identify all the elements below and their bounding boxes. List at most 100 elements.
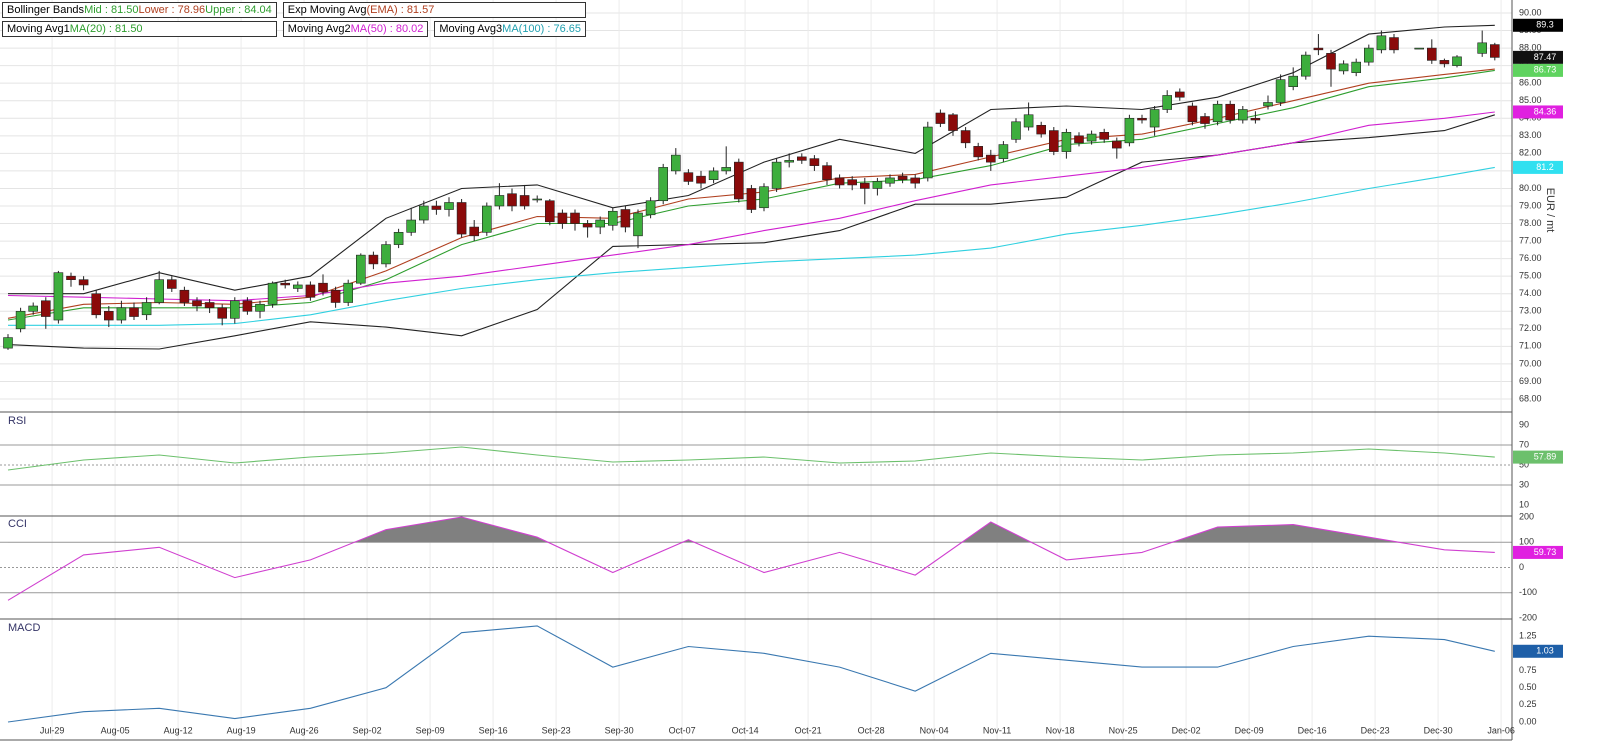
x-tick-label: Dec-23	[1361, 725, 1390, 735]
candle-body	[444, 202, 454, 210]
candle-body	[1288, 75, 1298, 87]
candle-body	[53, 272, 64, 321]
candle-body	[683, 172, 694, 182]
candle-body	[771, 161, 782, 189]
candle-body	[1137, 117, 1147, 121]
candle-body	[1452, 56, 1462, 66]
y-tick-label: 90.00	[1519, 7, 1542, 17]
candle-body	[834, 177, 845, 186]
candle-body	[343, 282, 354, 303]
candle-body	[519, 195, 530, 207]
candle-body	[292, 284, 303, 289]
value-tag-label: 1.03	[1536, 646, 1554, 656]
candle-body	[1477, 42, 1487, 54]
candle-body	[557, 212, 568, 224]
x-tick-label: Aug-26	[290, 725, 319, 735]
candle-body	[922, 126, 933, 179]
candle-body	[1086, 133, 1097, 142]
candle-body	[255, 303, 265, 312]
candle-body	[129, 307, 139, 317]
x-tick-label: Dec-30	[1424, 725, 1453, 735]
candle-body	[1036, 124, 1046, 135]
candle-body	[507, 193, 517, 207]
y-tick-label: 200	[1519, 511, 1534, 521]
indicator-line	[8, 166, 1495, 326]
x-tick-label: Sep-09	[416, 725, 445, 735]
candle-body	[305, 284, 316, 298]
y-tick-label: 68.00	[1519, 393, 1542, 403]
x-tick-label: Oct-28	[858, 725, 885, 735]
legend-box: Bollinger BandsMid : 81.50Lower : 78.96U…	[2, 2, 277, 18]
y-tick-label: 75.00	[1519, 271, 1542, 281]
candle-body	[78, 279, 89, 286]
value-tag	[1513, 545, 1563, 559]
candle-body	[1162, 95, 1172, 110]
candle-body	[393, 232, 404, 245]
x-tick-label: Oct-14	[732, 725, 759, 735]
candle-body	[456, 202, 467, 235]
candle-body	[469, 226, 480, 237]
y-tick-label: 74.00	[1519, 288, 1542, 298]
y-tick-label: 80.00	[1519, 183, 1542, 193]
y-tick-label: 73.00	[1519, 306, 1542, 316]
y-tick-label: 100	[1519, 537, 1534, 547]
y-tick-label: 76.00	[1519, 253, 1542, 263]
y-tick-label: 70	[1519, 439, 1529, 449]
y-tick-label: 77.00	[1519, 235, 1542, 245]
legend-text: Lower : 78.96	[138, 4, 206, 16]
candle-body	[1427, 47, 1437, 61]
value-tag-label: 57.89	[1534, 451, 1557, 461]
candle-body	[1263, 102, 1273, 107]
candle-body	[267, 282, 278, 305]
candle-body	[91, 293, 101, 316]
y-tick-label: 86.00	[1519, 78, 1542, 88]
candle-body	[670, 154, 681, 172]
candle-body	[784, 160, 795, 163]
candle-body	[998, 144, 1009, 159]
legend-text: MA(50) : 80.02	[350, 23, 424, 35]
candle-body	[1212, 103, 1223, 123]
candle-body	[494, 195, 505, 207]
legend-box: Exp Moving Avg(EMA) : 81.57	[282, 2, 587, 18]
legend-text: (EMA) : 81.57	[366, 4, 435, 16]
legend-text: Moving Avg1	[7, 23, 70, 35]
candle-body	[985, 154, 996, 163]
legend-text: Exp Moving Avg	[287, 4, 367, 16]
indicator-line	[7, 516, 1495, 601]
candle-body	[40, 300, 51, 317]
x-tick-label: Aug-19	[227, 725, 256, 735]
candle-body	[948, 114, 958, 131]
y-tick-label: 0.50	[1519, 682, 1537, 692]
value-tag-label: 86.73	[1534, 65, 1557, 75]
indicator-line	[7, 625, 1495, 723]
y-tick-label: 71.00	[1519, 341, 1542, 351]
value-tag	[1513, 644, 1563, 658]
candle-body	[1011, 121, 1021, 140]
value-tag	[1513, 160, 1563, 174]
candle-body	[280, 282, 291, 286]
indicator-line	[7, 111, 1495, 302]
candle-body	[141, 302, 152, 316]
legend-text: Mid : 81.50	[84, 4, 139, 16]
candle-body	[721, 167, 732, 172]
candle-body	[960, 130, 971, 144]
y-tick-label: 0	[1519, 562, 1524, 572]
x-tick-label: Dec-02	[1172, 725, 1201, 735]
y-tick-label: 69.00	[1519, 376, 1542, 386]
candle-body	[368, 254, 379, 265]
candle-body	[406, 219, 417, 233]
candle-body	[1313, 47, 1324, 51]
legend-box: Moving Avg2MA(50) : 80.02	[282, 21, 429, 37]
candle-body	[28, 305, 39, 312]
y-tick-label: 82.00	[1519, 148, 1542, 158]
candle-body	[544, 200, 555, 223]
candle-body	[15, 310, 26, 330]
candle-body	[1364, 47, 1374, 63]
candle-body	[885, 177, 895, 184]
candle-body	[1326, 53, 1336, 70]
candle-body	[1338, 63, 1349, 72]
candle-body	[1439, 60, 1450, 65]
candle-body	[1124, 117, 1135, 144]
y-tick-label: 30	[1519, 479, 1529, 489]
